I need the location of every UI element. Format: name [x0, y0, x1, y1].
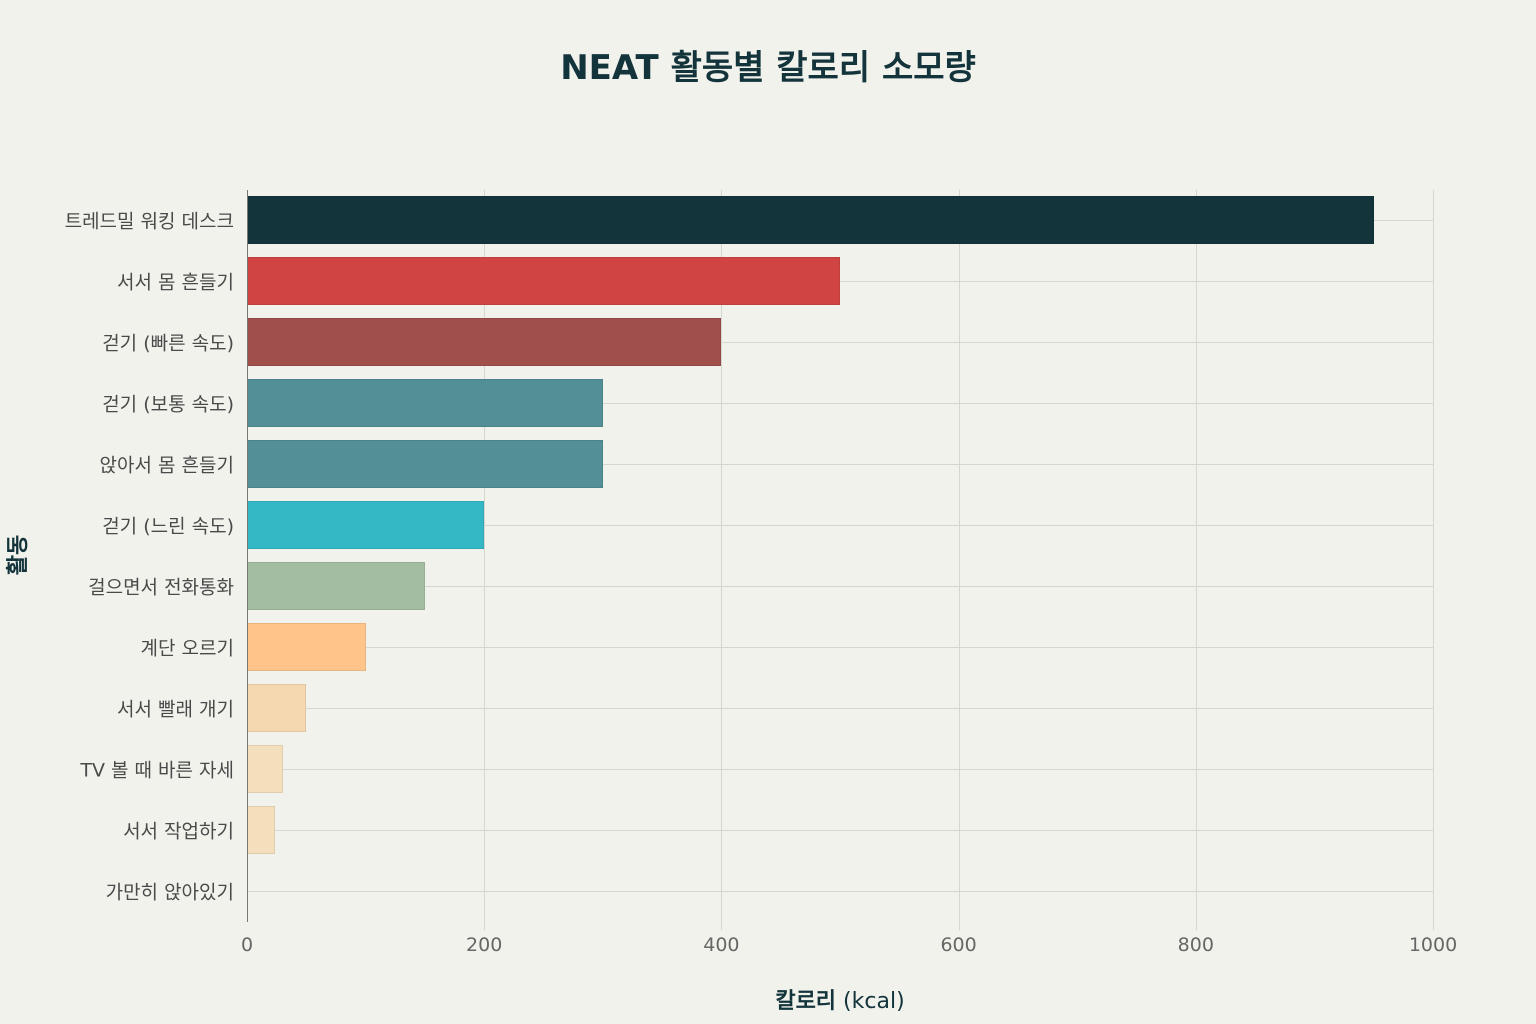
grid-line-y	[247, 647, 1433, 648]
bar[interactable]	[247, 257, 840, 305]
x-tick-label: 400	[703, 934, 740, 956]
y-tick-label: 서서 몸 흔들기	[117, 271, 234, 294]
grid-line-y	[247, 281, 1433, 282]
y-tick-label: 트레드밀 워킹 데스크	[64, 210, 234, 233]
bar[interactable]	[247, 806, 276, 854]
y-axis-label: 활동	[6, 534, 31, 576]
x-tick-label: 800	[1177, 934, 1214, 956]
y-tick-label: 걸으면서 전화통화	[88, 576, 234, 599]
bar[interactable]	[247, 196, 1374, 244]
grid-line-y	[247, 891, 1433, 892]
y-tick-label: 걷기 (빠른 속도)	[102, 332, 234, 355]
grid-line-x	[958, 190, 960, 930]
grid-line-x	[1195, 190, 1197, 930]
grid-line-x	[721, 190, 723, 930]
grid-line-y	[247, 525, 1433, 526]
grid-line-y	[247, 830, 1433, 831]
grid-line-y	[247, 342, 1433, 343]
y-axis-line	[247, 190, 248, 922]
bar[interactable]	[247, 440, 603, 488]
grid-line-x	[484, 190, 486, 930]
y-tick-label: 걷기 (느린 속도)	[102, 515, 234, 538]
grid-line-y	[247, 464, 1433, 465]
grid-line-y	[247, 708, 1433, 709]
x-axis-label: 칼로리 (kcal)	[775, 989, 905, 1014]
x-tick-label: 1000	[1408, 934, 1458, 956]
bar[interactable]	[247, 562, 425, 610]
chart-title: NEAT 활동별 칼로리 소모량	[560, 48, 976, 88]
x-tick-label: 0	[240, 934, 254, 956]
bar[interactable]	[247, 501, 485, 549]
plot-area	[247, 190, 1434, 930]
y-tick-label: 계단 오르기	[140, 637, 234, 660]
bar[interactable]	[247, 318, 722, 366]
y-tick-label: 앉아서 몸 흔들기	[99, 454, 234, 477]
x-tick-label: 200	[466, 934, 503, 956]
bar[interactable]	[247, 379, 603, 427]
x-tick-label: 600	[940, 934, 977, 956]
y-tick-label: 걷기 (보통 속도)	[102, 393, 234, 416]
y-tick-label: 서서 작업하기	[123, 820, 234, 843]
grid-line-x	[1433, 190, 1434, 930]
y-tick-label: 서서 빨래 개기	[117, 698, 234, 721]
grid-line-y	[247, 403, 1433, 404]
y-tick-label: 가만히 앉아있기	[105, 881, 234, 904]
grid-line-y	[247, 769, 1433, 770]
bar[interactable]	[247, 623, 366, 671]
grid-line-y	[247, 586, 1433, 587]
y-tick-label: TV 볼 때 바른 자세	[80, 759, 234, 782]
bar[interactable]	[247, 684, 307, 732]
bar[interactable]	[247, 745, 283, 793]
